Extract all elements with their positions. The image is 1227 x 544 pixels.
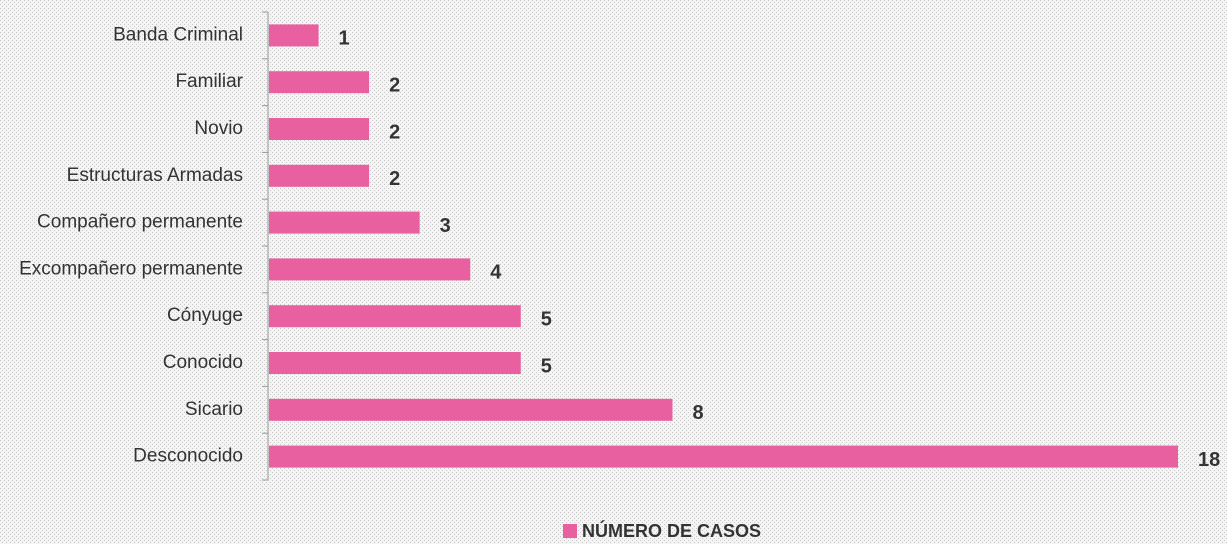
category-label: Banda Criminal (113, 24, 243, 45)
bar (269, 118, 370, 140)
category-label: Familiar (175, 71, 243, 92)
category-label: Excompañero permanente (19, 258, 243, 279)
value-label: 8 (692, 402, 703, 424)
category-label: Estructuras Armadas (67, 165, 243, 186)
value-label: 1 (339, 28, 350, 50)
legend-swatch (563, 524, 577, 538)
bar (269, 258, 471, 281)
bar (269, 398, 673, 421)
category-label: Compañero permanente (37, 212, 243, 233)
bar (269, 352, 521, 374)
bar (269, 164, 370, 187)
bar (269, 211, 420, 234)
bar (269, 24, 319, 47)
legend-label: NÚMERO DE CASOS (582, 520, 761, 541)
bar (269, 445, 1178, 468)
category-label: Novio (194, 118, 243, 139)
bar (269, 71, 370, 94)
bar (269, 305, 521, 328)
value-label: 2 (389, 121, 400, 143)
category-label: Sicario (185, 399, 243, 420)
value-label: 2 (389, 74, 400, 96)
category-label: Conocido (163, 352, 243, 373)
value-label: 5 (541, 308, 552, 330)
value-label: 4 (490, 262, 502, 284)
value-label: 5 (541, 355, 552, 377)
value-label: 18 (1198, 449, 1220, 471)
value-label: 3 (440, 215, 451, 237)
category-label: Cónyuge (167, 305, 243, 326)
category-label: Desconocido (133, 446, 243, 467)
value-label: 2 (389, 168, 400, 190)
